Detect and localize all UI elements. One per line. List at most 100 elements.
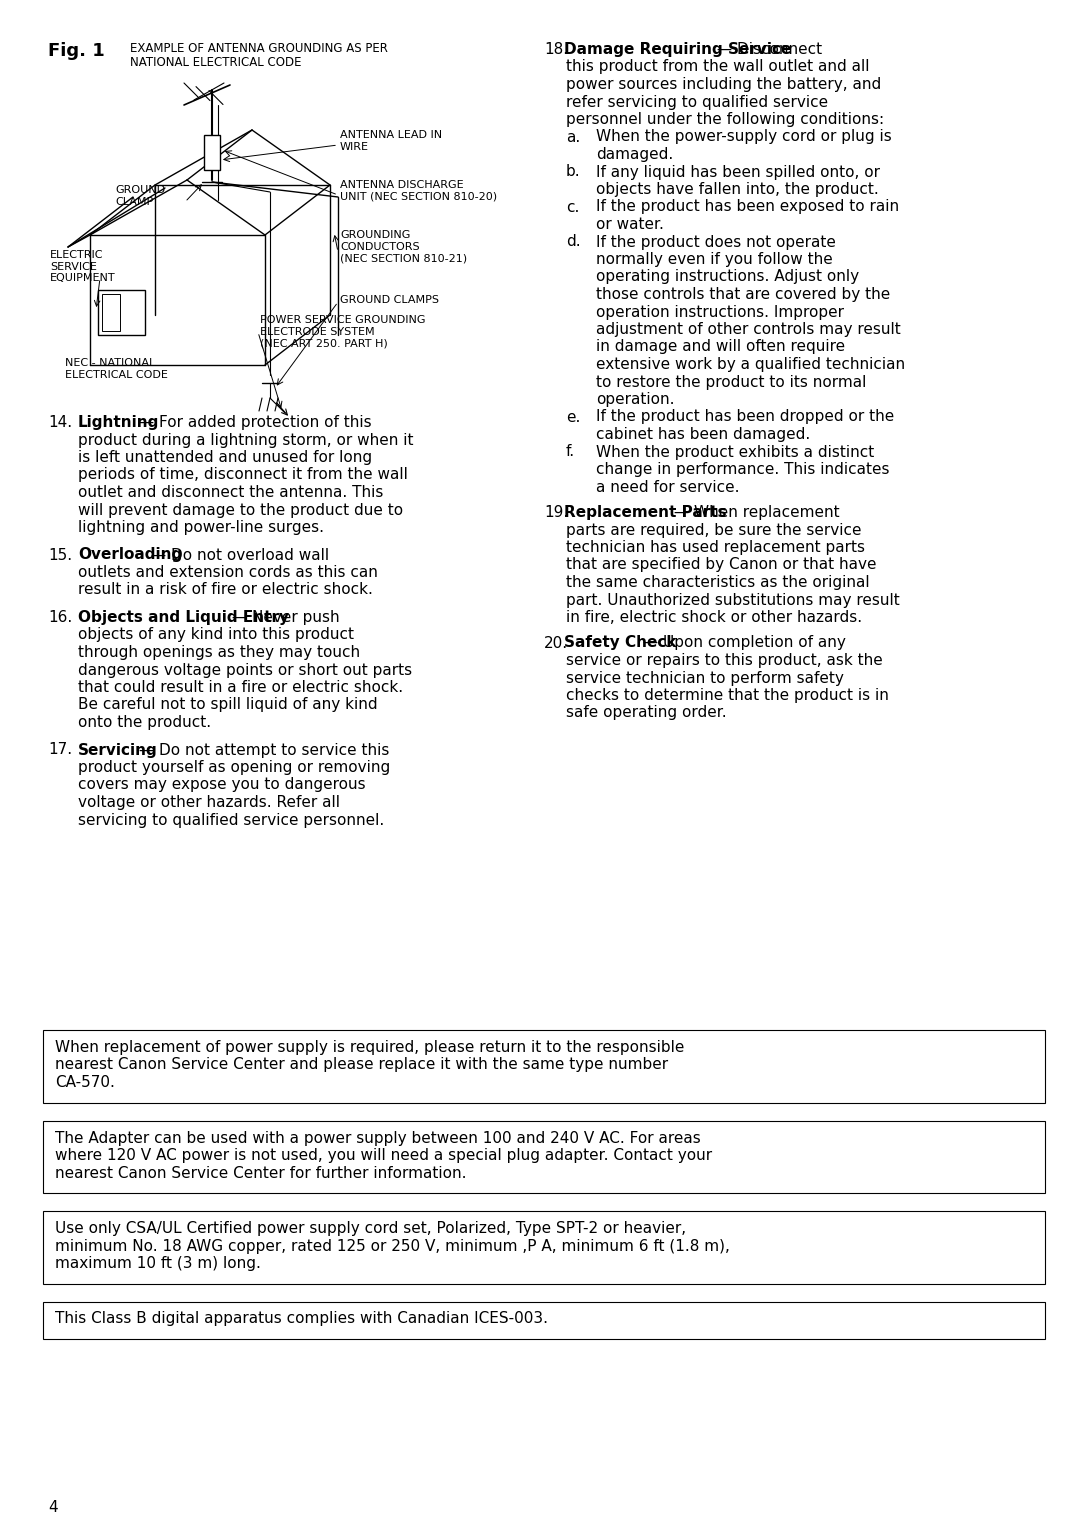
Text: b.: b. — [566, 164, 581, 179]
Text: If the product has been exposed to rain: If the product has been exposed to rain — [596, 199, 900, 215]
Text: operating instructions. Adjust only: operating instructions. Adjust only — [596, 270, 859, 284]
Text: outlet and disconnect the antenna. This: outlet and disconnect the antenna. This — [78, 485, 383, 500]
Text: normally even if you follow the: normally even if you follow the — [596, 252, 833, 267]
Text: this product from the wall outlet and all: this product from the wall outlet and al… — [566, 60, 869, 75]
Text: that are specified by Canon or that have: that are specified by Canon or that have — [566, 557, 877, 572]
Text: NATIONAL ELECTRICAL CODE: NATIONAL ELECTRICAL CODE — [130, 57, 301, 69]
Text: If the product does not operate: If the product does not operate — [596, 235, 836, 250]
Text: covers may expose you to dangerous: covers may expose you to dangerous — [78, 778, 366, 793]
Text: service or repairs to this product, ask the: service or repairs to this product, ask … — [566, 653, 882, 667]
Text: — Never push: — Never push — [227, 611, 339, 624]
Text: 14.: 14. — [48, 416, 72, 430]
Text: operation instructions. Improper: operation instructions. Improper — [596, 305, 843, 319]
Text: — When replacement: — When replacement — [669, 505, 839, 520]
Text: change in performance. This indicates: change in performance. This indicates — [596, 462, 890, 477]
Text: 15.: 15. — [48, 548, 72, 563]
Text: GROUND CLAMPS: GROUND CLAMPS — [340, 295, 438, 305]
Text: that could result in a fire or electric shock.: that could result in a fire or electric … — [78, 680, 403, 695]
Text: periods of time, disconnect it from the wall: periods of time, disconnect it from the … — [78, 468, 408, 483]
Text: Damage Requiring Service: Damage Requiring Service — [564, 41, 791, 57]
Text: POWER SERVICE GROUNDING
ELECTRODE SYSTEM
(NEC ART 250. PART H): POWER SERVICE GROUNDING ELECTRODE SYSTEM… — [260, 314, 426, 348]
Text: parts are required, be sure the service: parts are required, be sure the service — [566, 523, 862, 537]
Text: where 120 V AC power is not used, you will need a special plug adapter. Contact : where 120 V AC power is not used, you wi… — [55, 1147, 712, 1163]
Bar — [204, 135, 220, 170]
Text: 16.: 16. — [48, 611, 72, 624]
Bar — [43, 1029, 1045, 1103]
Text: CA-570.: CA-570. — [55, 1075, 114, 1091]
Text: — Do not attempt to service this: — Do not attempt to service this — [134, 742, 389, 758]
Text: damaged.: damaged. — [596, 147, 673, 163]
Text: technician has used replacement parts: technician has used replacement parts — [566, 540, 865, 555]
Text: lightning and power-line surges.: lightning and power-line surges. — [78, 520, 324, 535]
Text: d.: d. — [566, 235, 581, 250]
Text: product during a lightning storm, or when it: product during a lightning storm, or whe… — [78, 433, 414, 448]
Text: refer servicing to qualified service: refer servicing to qualified service — [566, 95, 828, 109]
Text: When the product exhibits a distinct: When the product exhibits a distinct — [596, 445, 874, 460]
Text: objects have fallen into, the product.: objects have fallen into, the product. — [596, 183, 879, 196]
Text: — Upon completion of any: — Upon completion of any — [638, 635, 846, 650]
Text: EXAMPLE OF ANTENNA GROUNDING AS PER: EXAMPLE OF ANTENNA GROUNDING AS PER — [130, 41, 388, 55]
Bar — [43, 1301, 1045, 1339]
Text: maximum 10 ft (3 m) long.: maximum 10 ft (3 m) long. — [55, 1256, 261, 1272]
Text: 17.: 17. — [48, 742, 72, 758]
Text: ELECTRIC
SERVICE
EQUIPMENT: ELECTRIC SERVICE EQUIPMENT — [50, 250, 116, 284]
Text: result in a risk of fire or electric shock.: result in a risk of fire or electric sho… — [78, 583, 373, 598]
Text: product yourself as opening or removing: product yourself as opening or removing — [78, 759, 390, 775]
Text: — Disconnect: — Disconnect — [713, 41, 823, 57]
Text: service technician to perform safety: service technician to perform safety — [566, 670, 843, 686]
Text: Servicing: Servicing — [78, 742, 158, 758]
Text: operation.: operation. — [596, 393, 675, 407]
Text: a.: a. — [566, 129, 580, 144]
Text: When replacement of power supply is required, please return it to the responsibl: When replacement of power supply is requ… — [55, 1040, 685, 1055]
Text: is left unattended and unused for long: is left unattended and unused for long — [78, 449, 373, 465]
Text: safe operating order.: safe operating order. — [566, 706, 727, 721]
Text: personnel under the following conditions:: personnel under the following conditions… — [566, 112, 885, 127]
Text: in fire, electric shock or other hazards.: in fire, electric shock or other hazards… — [566, 611, 862, 624]
Text: 20.: 20. — [544, 635, 568, 650]
Text: power sources including the battery, and: power sources including the battery, and — [566, 77, 881, 92]
Text: If the product has been dropped or the: If the product has been dropped or the — [596, 410, 894, 425]
Text: GROUNDING
CONDUCTORS
(NEC SECTION 810-21): GROUNDING CONDUCTORS (NEC SECTION 810-21… — [340, 230, 468, 264]
Text: — For added protection of this: — For added protection of this — [134, 416, 372, 430]
Bar — [102, 295, 120, 331]
Text: When the power-supply cord or plug is: When the power-supply cord or plug is — [596, 129, 892, 144]
Text: 4: 4 — [48, 1500, 57, 1516]
Text: This Class B digital apparatus complies with Canadian ICES-003.: This Class B digital apparatus complies … — [55, 1312, 548, 1327]
Text: onto the product.: onto the product. — [78, 715, 211, 730]
Text: e.: e. — [566, 410, 580, 425]
Text: — Do not overload wall: — Do not overload wall — [146, 548, 329, 563]
Text: Safety Check: Safety Check — [564, 635, 676, 650]
Text: 19.: 19. — [544, 505, 568, 520]
Text: ANTENNA LEAD IN
WIRE: ANTENNA LEAD IN WIRE — [340, 130, 442, 152]
Text: checks to determine that the product is in: checks to determine that the product is … — [566, 689, 889, 703]
Text: voltage or other hazards. Refer all: voltage or other hazards. Refer all — [78, 795, 340, 810]
Text: f.: f. — [566, 445, 576, 460]
Text: a need for service.: a need for service. — [596, 480, 740, 494]
Text: Use only CSA/UL Certified power supply cord set, Polarized, Type SPT-2 or heavie: Use only CSA/UL Certified power supply c… — [55, 1221, 686, 1236]
Text: servicing to qualified service personnel.: servicing to qualified service personnel… — [78, 813, 384, 827]
Text: in damage and will often require: in damage and will often require — [596, 339, 846, 354]
Text: those controls that are covered by the: those controls that are covered by the — [596, 287, 890, 302]
Text: c.: c. — [566, 199, 579, 215]
Text: 18.: 18. — [544, 41, 568, 57]
Text: nearest Canon Service Center and please replace it with the same type number: nearest Canon Service Center and please … — [55, 1057, 669, 1072]
Text: Replacement Parts: Replacement Parts — [564, 505, 726, 520]
Bar — [98, 290, 145, 334]
Text: cabinet has been damaged.: cabinet has been damaged. — [596, 426, 810, 442]
Text: extensive work by a qualified technician: extensive work by a qualified technician — [596, 357, 905, 373]
Text: Lightning: Lightning — [78, 416, 160, 430]
Text: dangerous voltage points or short out parts: dangerous voltage points or short out pa… — [78, 663, 413, 678]
Text: Objects and Liquid Entry: Objects and Liquid Entry — [78, 611, 289, 624]
Text: outlets and extension cords as this can: outlets and extension cords as this can — [78, 565, 378, 580]
Text: NEC - NATIONAL
ELECTRICAL CODE: NEC - NATIONAL ELECTRICAL CODE — [65, 357, 167, 379]
Bar — [43, 1120, 1045, 1193]
Text: minimum No. 18 AWG copper, rated 125 or 250 V, minimum ,P A, minimum 6 ft (1.8 m: minimum No. 18 AWG copper, rated 125 or … — [55, 1238, 730, 1253]
Text: through openings as they may touch: through openings as they may touch — [78, 644, 360, 660]
Text: the same characteristics as the original: the same characteristics as the original — [566, 575, 869, 591]
Text: part. Unauthorized substitutions may result: part. Unauthorized substitutions may res… — [566, 592, 900, 607]
Text: The Adapter can be used with a power supply between 100 and 240 V AC. For areas: The Adapter can be used with a power sup… — [55, 1131, 701, 1146]
Text: nearest Canon Service Center for further information.: nearest Canon Service Center for further… — [55, 1166, 467, 1181]
Text: objects of any kind into this product: objects of any kind into this product — [78, 627, 354, 643]
Text: Fig. 1: Fig. 1 — [48, 41, 105, 60]
Text: to restore the product to its normal: to restore the product to its normal — [596, 374, 866, 390]
